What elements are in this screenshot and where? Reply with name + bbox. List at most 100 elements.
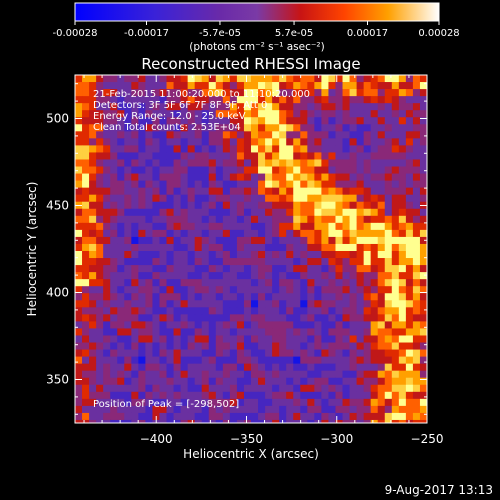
heatmap-cell [384, 405, 393, 414]
heatmap-cell [222, 335, 231, 343]
heatmap-cell [159, 412, 167, 421]
heatmap-cell [187, 96, 196, 104]
heatmap-cell [279, 272, 287, 280]
heatmap-cell [131, 243, 139, 252]
heatmap-cell [166, 412, 174, 421]
heatmap-cell [89, 103, 97, 111]
heatmap-cell [384, 201, 393, 210]
heatmap-cell [398, 314, 407, 322]
heatmap-cell [349, 173, 357, 181]
heatmap-cell [342, 405, 350, 414]
heatmap-cell [103, 229, 111, 238]
heatmap-cell [251, 321, 259, 329]
heatmap-cell [398, 384, 407, 393]
heatmap-cell [363, 279, 372, 287]
heatmap-cell [131, 187, 139, 196]
heatmap-cell [293, 215, 301, 224]
heatmap-cell [293, 265, 301, 273]
heatmap-cell [419, 159, 427, 167]
heatmap-cell [349, 103, 357, 111]
heatmap-cell [187, 159, 196, 167]
heatmap-cell [328, 166, 336, 174]
heatmap-cell [349, 236, 357, 245]
heatmap-cell [307, 356, 315, 365]
heatmap-cell [117, 314, 125, 322]
heatmap-cell [300, 342, 308, 350]
heatmap-cell [412, 279, 421, 287]
heatmap-cell [194, 405, 203, 414]
heatmap-cell [328, 405, 336, 414]
heatmap-cell [391, 166, 400, 174]
heatmap-cell [222, 258, 231, 266]
heatmap-cell [110, 258, 118, 266]
heatmap-cell [138, 321, 146, 329]
heatmap-cell [307, 187, 315, 196]
heatmap-cell [229, 342, 238, 350]
heatmap-cell [166, 272, 174, 280]
heatmap-cell [293, 391, 301, 400]
heatmap-cell [145, 265, 153, 273]
heatmap-cell [138, 138, 146, 146]
heatmap-cell [180, 194, 189, 203]
heatmap-cell [265, 117, 273, 125]
heatmap-cell [103, 251, 111, 259]
heatmap-cell [180, 222, 189, 231]
heatmap-cell [356, 307, 365, 315]
heatmap-cell [229, 131, 238, 139]
heatmap-cell [180, 328, 189, 336]
heatmap-cell [258, 384, 266, 393]
heatmap-cell [356, 370, 365, 379]
heatmap-cell [110, 391, 118, 400]
heatmap-cell [75, 265, 83, 273]
heatmap-cell [321, 279, 329, 287]
heatmap-cell [166, 243, 174, 252]
heatmap-cell [398, 398, 407, 407]
heatmap-cell [173, 272, 181, 280]
heatmap-cell [159, 159, 167, 167]
heatmap-cell [180, 166, 189, 174]
heatmap-cell [251, 229, 259, 238]
heatmap-cell [370, 286, 379, 294]
heatmap-cell [377, 124, 386, 132]
heatmap-cell [201, 194, 210, 203]
heatmap-cell [258, 82, 266, 90]
heatmap-cell [131, 363, 139, 372]
heatmap-cell [405, 208, 414, 217]
heatmap-cell [405, 405, 414, 414]
heatmap-cell [152, 349, 160, 357]
heatmap-cell [208, 89, 217, 97]
heatmap-cell [412, 89, 421, 97]
annotation-line: 21-Feb-2015 11:00:20.000 to 11:10:20.000 [93, 89, 310, 100]
heatmap-cell [335, 215, 343, 224]
heatmap-cell [180, 321, 189, 329]
heatmap-cell [398, 89, 407, 97]
heatmap-cell [272, 314, 280, 322]
heatmap-cell [96, 342, 104, 350]
heatmap-cell [138, 222, 146, 231]
heatmap-cell [300, 145, 308, 153]
heatmap-cell [293, 342, 301, 350]
heatmap-cell [405, 96, 414, 104]
heatmap-cell [215, 145, 224, 153]
heatmap-cell [201, 159, 210, 167]
heatmap-cell [243, 405, 252, 414]
heatmap-cell [321, 124, 329, 132]
heatmap-cell [201, 370, 210, 379]
heatmap-cell [103, 75, 111, 83]
heatmap-cell [222, 314, 231, 322]
heatmap-cell [138, 103, 146, 111]
heatmap-cell [222, 166, 231, 174]
heatmap-cell [370, 243, 379, 252]
heatmap-cell [307, 335, 315, 343]
heatmap-cell [251, 117, 259, 125]
heatmap-cell [419, 314, 427, 322]
heatmap-cell [103, 131, 111, 139]
heatmap-cell [356, 173, 365, 181]
heatmap-cell [300, 356, 308, 365]
heatmap-cell [117, 335, 125, 343]
y-tick-label: 500 [46, 112, 69, 126]
heatmap-cell [272, 117, 280, 125]
heatmap-cell [131, 131, 139, 139]
heatmap-cell [307, 286, 315, 294]
heatmap-cell [222, 321, 231, 329]
